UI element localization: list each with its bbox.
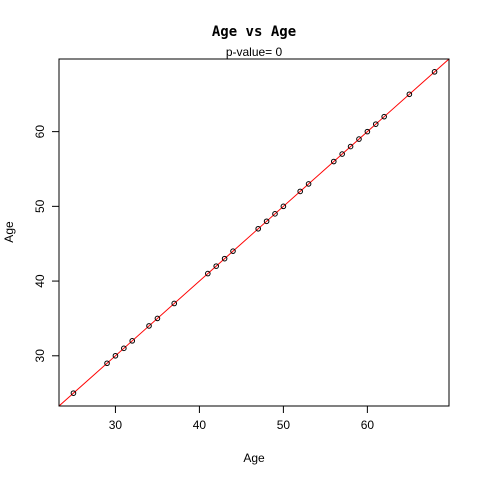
x-tick-label: 60 [361,418,375,432]
data-point [171,300,178,307]
data-point [255,225,261,232]
data-point [431,69,438,75]
data-point [297,188,303,195]
data-point [112,352,119,359]
chart-title: Age vs Age [212,24,296,40]
y-tick-label: 40 [33,274,47,288]
fit-line-layer [58,58,450,407]
x-tick-label: 50 [277,418,291,432]
data-point [146,323,152,329]
data-point [221,255,228,262]
y-tick-label: 30 [33,349,47,363]
fit-line [58,58,450,407]
data-point [356,136,362,142]
data-point [70,390,77,396]
data-point [272,211,278,217]
data-point [263,218,270,225]
data-point [121,345,127,352]
data-point [347,143,354,150]
y-axis-label: Age [2,221,16,243]
data-point [129,338,136,344]
data-point [280,203,287,210]
data-point [364,128,371,135]
data-point [305,181,312,187]
x-tick-label: 30 [109,418,123,432]
y-tick-label: 60 [33,125,47,139]
x-tick-label: 40 [193,418,207,432]
data-point [372,121,379,127]
data-point [230,248,236,254]
chart-subtitle: p-value= 0 [226,45,283,59]
data-point [381,113,387,120]
data-point [154,315,161,322]
data-point [213,263,220,269]
data-point [339,151,345,157]
data-point [205,270,211,277]
data-point [406,91,413,98]
plot-frame [58,58,450,407]
x-axis-label: Age [243,451,265,465]
y-tick-label: 50 [33,199,47,213]
points-layer [70,69,438,396]
data-point [104,360,110,367]
data-point [330,158,337,165]
